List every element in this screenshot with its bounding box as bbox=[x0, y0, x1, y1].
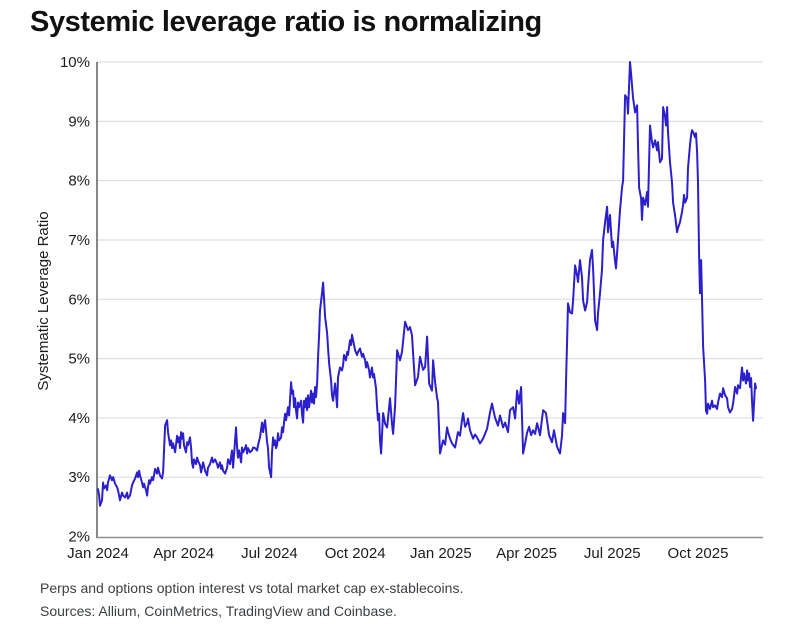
y-axis-tick-labels: 2% 3% 4% 5% 6% 7% 8% 9% 10% bbox=[60, 54, 90, 546]
y-tick-label: 5% bbox=[68, 351, 90, 368]
y-tick-label: 3% bbox=[68, 469, 90, 486]
x-tick-label: Jan 2025 bbox=[410, 545, 472, 562]
leverage-ratio-series-line bbox=[97, 61, 757, 507]
x-tick-label: Oct 2024 bbox=[325, 545, 386, 562]
chart-sources-note: Sources: Allium, CoinMetrics, TradingVie… bbox=[40, 603, 397, 619]
y-tick-label: 8% bbox=[68, 173, 90, 190]
x-axis-tick-labels: Jan 2024 Apr 2024 Jul 2024 Oct 2024 Jan 2025… bbox=[67, 545, 728, 562]
x-tick-label: Jul 2024 bbox=[241, 545, 298, 562]
x-tick-label: Apr 2025 bbox=[496, 545, 557, 562]
x-tick-label: Apr 2024 bbox=[153, 545, 214, 562]
page-title: Systemic leverage ratio is normalizing bbox=[30, 6, 542, 38]
y-tick-label: 6% bbox=[68, 291, 90, 308]
y-axis-title: Systematic Leverage Ratio bbox=[35, 211, 52, 391]
y-tick-label: 7% bbox=[68, 232, 90, 249]
chart-subtitle-note: Perps and options option interest vs tot… bbox=[40, 580, 464, 596]
gridlines bbox=[97, 61, 763, 478]
x-tick-label: Oct 2025 bbox=[668, 545, 729, 562]
y-tick-label: 4% bbox=[68, 410, 90, 427]
x-tick-label: Jul 2025 bbox=[584, 545, 641, 562]
y-tick-label: 2% bbox=[68, 529, 90, 546]
y-tick-label: 9% bbox=[68, 113, 90, 130]
y-tick-label: 10% bbox=[60, 54, 90, 71]
x-tick-label: Jan 2024 bbox=[67, 545, 129, 562]
